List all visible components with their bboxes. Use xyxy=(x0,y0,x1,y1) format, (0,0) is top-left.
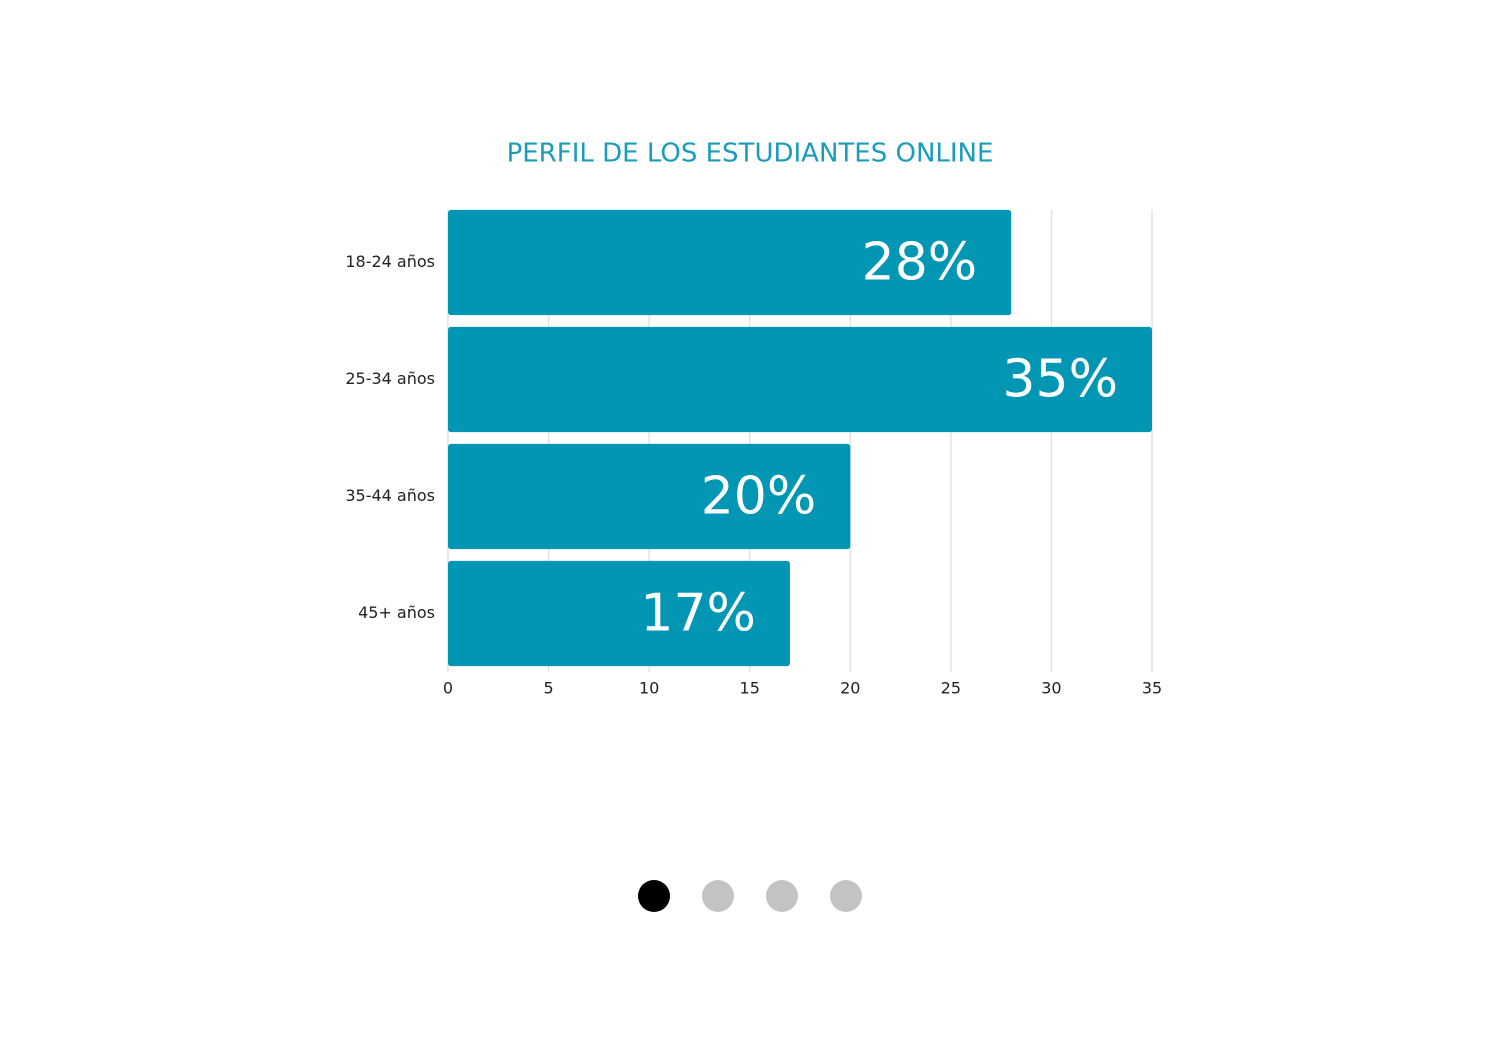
x-tick-label: 25 xyxy=(941,679,961,698)
x-tick-label: 20 xyxy=(840,679,860,698)
carousel-dot[interactable] xyxy=(766,880,798,912)
y-tick-label: 18-24 años xyxy=(345,252,435,271)
y-tick-label: 45+ años xyxy=(358,603,435,622)
x-tick-label: 5 xyxy=(543,679,553,698)
bar xyxy=(448,209,1012,316)
carousel-dot-active[interactable] xyxy=(638,880,670,912)
value-label: 20% xyxy=(701,467,817,527)
carousel-dot[interactable] xyxy=(830,880,862,912)
value-label: 35% xyxy=(1002,350,1118,410)
x-tick-label: 15 xyxy=(740,679,760,698)
bar xyxy=(448,443,851,550)
x-tick-label: 10 xyxy=(639,679,659,698)
plot: 0 5 10 15 20 25 30 35 18-24 años 28% 25-34 años 35%… xyxy=(345,209,1162,698)
y-tick-label: 25-34 años xyxy=(345,369,435,388)
x-tick-label: 30 xyxy=(1041,679,1061,698)
x-tick-label: 0 xyxy=(443,679,453,698)
value-label: 28% xyxy=(862,233,978,293)
carousel-dots xyxy=(638,880,862,912)
y-tick-label: 35-44 años xyxy=(345,486,435,505)
bar xyxy=(448,560,790,667)
x-tick-label: 35 xyxy=(1142,679,1162,698)
value-label: 17% xyxy=(640,584,756,644)
carousel-dot[interactable] xyxy=(702,880,734,912)
chart-title: PERFIL DE LOS ESTUDIANTES ONLINE xyxy=(507,139,994,169)
bar xyxy=(448,326,1152,433)
